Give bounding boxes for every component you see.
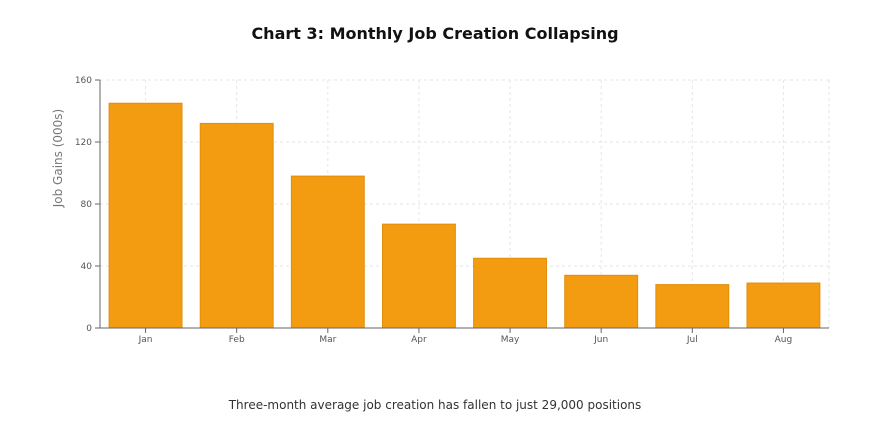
bar-jun [564, 274, 639, 329]
x-tick-label: Mar [319, 335, 336, 345]
bar-feb [199, 122, 274, 329]
x-tick-label: Aug [775, 335, 793, 345]
tick-labels: 0 40 80 120 160 Jan Feb Mar Apr May Jun Jul Aug [75, 76, 792, 345]
chart-caption: Three-month average job creation has fal… [228, 398, 642, 412]
y-tick-label: 40 [81, 262, 93, 272]
chart-title: Chart 3: Monthly Job Creation Collapsing [251, 24, 619, 43]
x-tick-label: Jan [138, 335, 153, 345]
bar-jul [655, 284, 730, 329]
y-tick-label: 120 [75, 138, 92, 148]
x-tick-label: May [501, 335, 520, 345]
y-tick-label: 80 [81, 200, 93, 210]
y-axis-title: Job Gains (000s) [51, 109, 65, 209]
bar-mar [290, 175, 365, 329]
x-tick-label: Apr [411, 335, 427, 345]
x-tick-label: Jul [686, 335, 698, 345]
bar-apr [381, 223, 456, 329]
bar-aug [746, 282, 821, 329]
y-tick-label: 160 [75, 76, 92, 86]
bar-jan [108, 102, 183, 329]
bars [108, 102, 821, 329]
x-tick-label: Feb [229, 335, 245, 345]
bar-may [473, 257, 548, 329]
y-tick-label: 0 [86, 324, 92, 334]
x-tick-label: Jun [593, 335, 608, 345]
axes [95, 79, 829, 333]
